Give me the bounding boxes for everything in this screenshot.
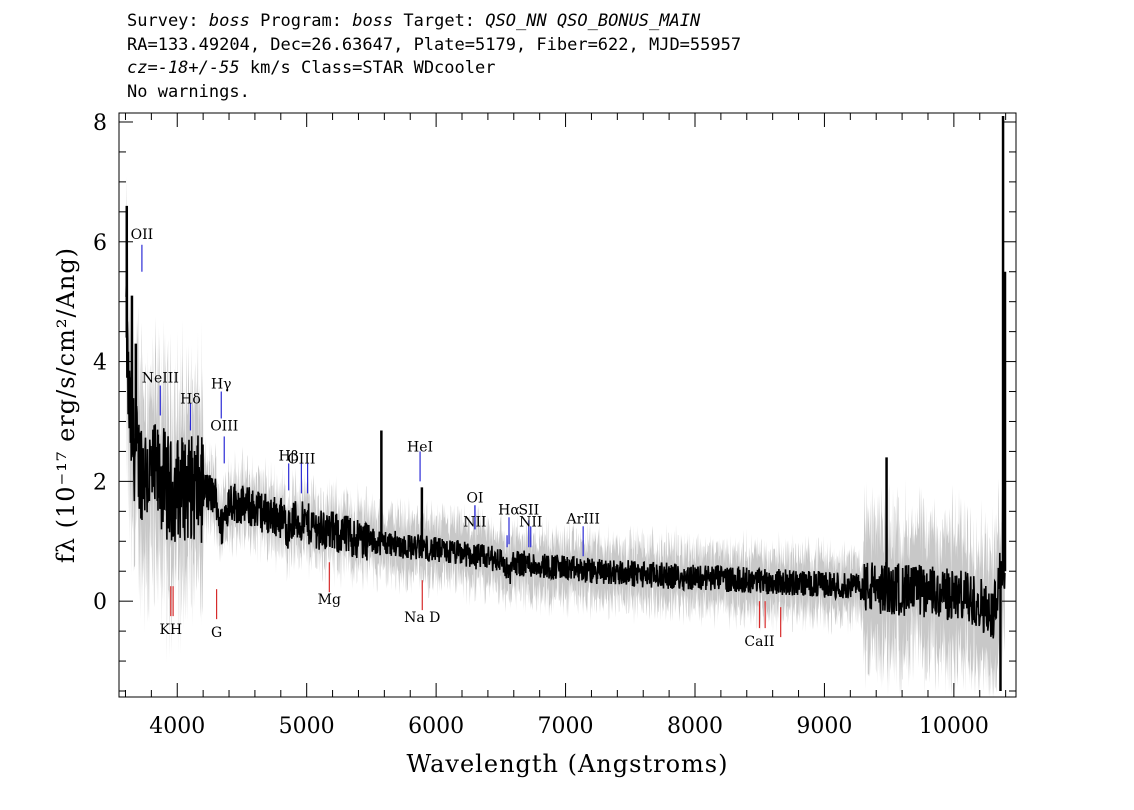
header-line-survey: Survey: boss Program: boss Target: QSO_N… [127, 10, 741, 34]
y-axis-label: fλ (10⁻¹⁷ erg/s/cm²/Ang) [52, 247, 80, 563]
axis-ticks-layer: 4000 5000 6000 7000 8000 9000 10000 0 2 4 6 8 [93, 111, 1016, 739]
emission-line-label: OI [466, 490, 483, 506]
y-tick-label: 8 [93, 111, 107, 136]
emission-line-label: HeI [407, 439, 433, 455]
emission-line-label: Hα [498, 502, 520, 518]
emission-line-label: ArIII [565, 511, 599, 527]
error-band [126, 175, 1005, 697]
emission-line-label: Hγ [211, 377, 232, 393]
y-tick-label: 2 [93, 470, 107, 495]
emission-line-label: OII [131, 227, 154, 243]
error-band-layer [126, 175, 1005, 697]
survey-value: boss [208, 11, 250, 31]
redshift-value: cz=-18+/-55 [127, 58, 240, 78]
emission-line-label: OIII [210, 418, 238, 434]
plot-frame [118, 112, 1017, 698]
emission-line-label: Hβ [279, 448, 299, 464]
emission-line-label: Hδ [180, 392, 201, 408]
target-label: Target: [393, 11, 486, 31]
y-tick-label: 4 [93, 351, 107, 376]
absorption-line-label: G [211, 625, 222, 641]
emission-line-label: NII [463, 514, 486, 530]
survey-label: Survey: [127, 11, 209, 31]
x-tick-label: 10000 [919, 714, 989, 739]
x-tick-label: 5000 [279, 714, 335, 739]
program-label: Program: [249, 11, 353, 31]
class-value: km/s Class=STAR WDcooler [239, 58, 496, 78]
header-line-coordinates: RA=133.49204, Dec=26.63647, Plate=5179, … [127, 34, 742, 55]
header-line-redshift: cz=-18+/-55 km/s Class=STAR WDcooler [127, 57, 741, 81]
absorption-line-label: KH [159, 622, 182, 638]
x-tick-label: 9000 [796, 714, 852, 739]
absorption-line-label: Mg [318, 592, 341, 608]
spectrum-header: Survey: boss Program: boss Target: QSO_N… [127, 10, 741, 104]
emission-line-label: SII [518, 502, 539, 518]
x-axis-label: Wavelength (Angstroms) [407, 750, 729, 778]
absorption-line-label: Na D [404, 610, 440, 626]
x-tick-label: 7000 [538, 714, 594, 739]
x-tick-label: 8000 [667, 714, 723, 739]
absorption-line-label: CaII [744, 634, 774, 650]
emission-line-label: NII [519, 514, 542, 530]
x-tick-label: 6000 [408, 714, 464, 739]
emission-line-label: NeIII [142, 371, 179, 387]
y-tick-label: 6 [93, 231, 107, 256]
x-tick-label: 4000 [149, 714, 205, 739]
y-tick-label: 0 [93, 590, 107, 615]
program-value: boss [352, 11, 394, 31]
flux-line [125, 274, 1006, 639]
flux-layer [125, 115, 1007, 692]
target-value: QSO_NN QSO_BONUS_MAIN [485, 11, 701, 31]
emission-line-label: OIII [287, 451, 315, 467]
header-line-warnings: No warnings. [127, 81, 250, 102]
